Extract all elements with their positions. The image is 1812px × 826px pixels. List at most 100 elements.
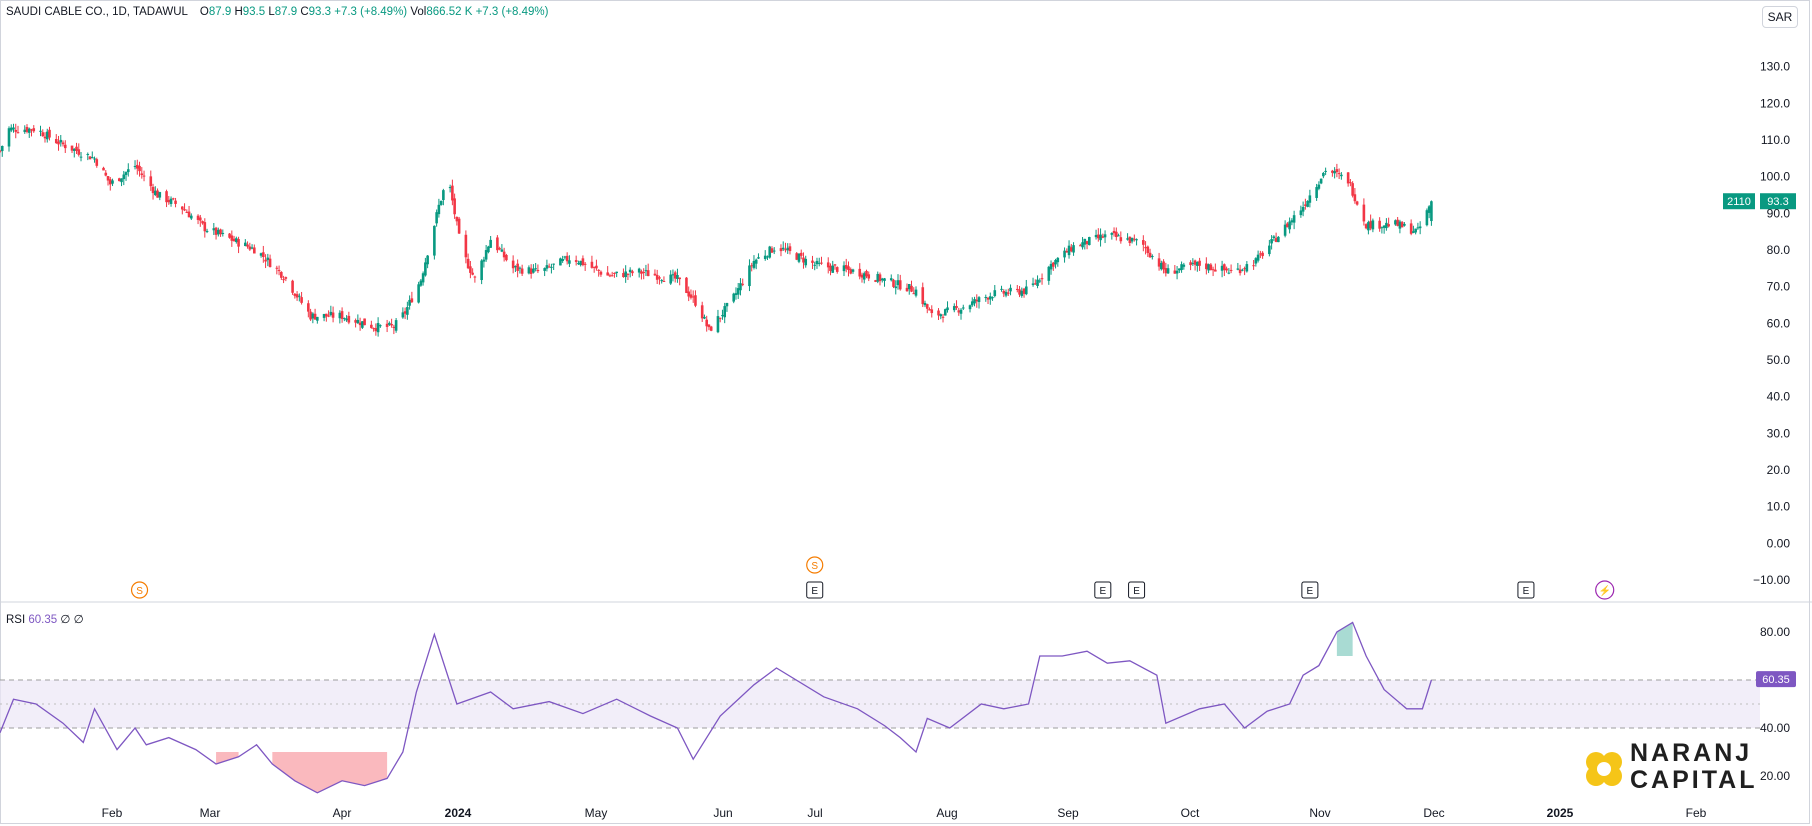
candle-body <box>640 271 643 274</box>
candle-body <box>1223 264 1226 270</box>
time-tick-label: Nov <box>1309 806 1330 820</box>
candle-body <box>372 328 375 330</box>
open-label: O <box>199 6 209 18</box>
candle-body <box>957 310 961 313</box>
candle-body <box>442 190 445 201</box>
time-tick-label: Feb <box>1686 806 1707 820</box>
candle-body <box>937 310 940 316</box>
candle-body <box>943 309 947 316</box>
candle-body <box>511 260 515 269</box>
candle-body <box>275 267 279 269</box>
candle-body <box>1135 239 1138 241</box>
candle-body <box>183 209 186 211</box>
candle-body <box>95 159 99 166</box>
candle-body <box>968 305 972 310</box>
candle-body <box>1394 220 1397 225</box>
candle-body <box>694 295 697 306</box>
candle-body <box>750 265 754 267</box>
rsi-badge-label: 60.35 <box>1762 674 1790 686</box>
candle-body <box>347 315 351 323</box>
candle-body <box>338 312 342 319</box>
candle-body <box>784 249 787 251</box>
candle-body <box>779 248 783 252</box>
earnings-marker-label: E <box>811 586 818 597</box>
candle-body <box>439 200 443 205</box>
candle-body <box>844 265 848 269</box>
candle-body <box>1065 250 1069 253</box>
candle-body <box>325 313 328 317</box>
candle-body <box>108 179 112 185</box>
candle-body <box>1412 231 1415 233</box>
candle-body <box>1427 206 1431 213</box>
candle-body <box>514 266 517 268</box>
candle-body <box>1000 288 1003 290</box>
candle-body <box>592 266 596 268</box>
symbol-title[interactable]: SAUDI CABLE CO., 1D, TADAWUL <box>6 6 188 18</box>
time-tick-label: 2024 <box>445 806 472 820</box>
candle-body <box>343 318 346 320</box>
time-tick-label: Jun <box>713 806 732 820</box>
currency-button[interactable]: SAR <box>1762 6 1798 28</box>
candle-body <box>212 228 216 231</box>
rsi-label[interactable]: RSI <box>6 614 26 626</box>
candle-body <box>1189 262 1192 266</box>
naranj-logo-icon <box>1586 752 1622 786</box>
candle-body <box>484 250 488 260</box>
candle-body <box>709 326 713 331</box>
candle-body <box>1209 264 1213 271</box>
candle-body <box>0 150 2 152</box>
candle-body <box>473 276 477 278</box>
price-axis: 130.0 120.0 110.0 100.0 90.0 80.0 70.0 60.0 50.0… <box>1753 60 1790 587</box>
candle-body <box>327 315 330 317</box>
candle-body <box>543 268 546 271</box>
candle-body <box>1225 268 1228 271</box>
candle-body <box>813 264 817 266</box>
candle-body <box>1063 250 1066 258</box>
low-value: 87.9 <box>274 6 298 18</box>
candle-body <box>1142 240 1145 245</box>
candle-body <box>171 198 175 200</box>
time-tick-label: 2025 <box>1547 806 1574 820</box>
candle-body <box>280 271 283 278</box>
rsi-oversold-fill <box>272 752 388 793</box>
logo-line1: NARANJ <box>1630 739 1753 767</box>
candle-body <box>754 259 758 264</box>
candle-body <box>149 176 153 187</box>
candle-body <box>577 263 580 265</box>
candle-body <box>228 233 231 238</box>
price-tick-label: 20.0 <box>1767 463 1791 477</box>
candle-body <box>608 275 612 277</box>
candle-body <box>237 239 240 247</box>
candle-body <box>417 284 420 303</box>
candle-body <box>835 267 839 272</box>
candle-body <box>27 128 31 133</box>
candle-body <box>1274 238 1278 242</box>
candle-body <box>79 156 83 158</box>
candle-body <box>1036 279 1039 286</box>
candle-body <box>329 311 333 315</box>
earnings-marker <box>1517 581 1535 599</box>
candle-body <box>1385 222 1388 229</box>
candle-body <box>181 206 184 210</box>
candle-body <box>185 211 189 213</box>
candle-body <box>293 293 297 296</box>
candle-body <box>1369 221 1372 229</box>
candle-body <box>669 274 672 284</box>
candle-body <box>1229 269 1233 271</box>
candle-body <box>973 299 976 304</box>
candle-body <box>1162 261 1165 270</box>
price-tick-label: 70.0 <box>1767 280 1791 294</box>
candle-body <box>1004 291 1008 296</box>
candle-body <box>1205 263 1208 270</box>
candle-body <box>892 279 895 287</box>
high-value: 93.5 <box>242 6 266 18</box>
candle-body <box>705 319 709 327</box>
candle-body <box>1088 237 1091 246</box>
flash-marker <box>1595 580 1615 600</box>
candle-body <box>43 136 47 139</box>
candle-body <box>41 132 45 137</box>
candle-body <box>1024 286 1028 295</box>
price-tick-label: 110.0 <box>1761 133 1790 147</box>
